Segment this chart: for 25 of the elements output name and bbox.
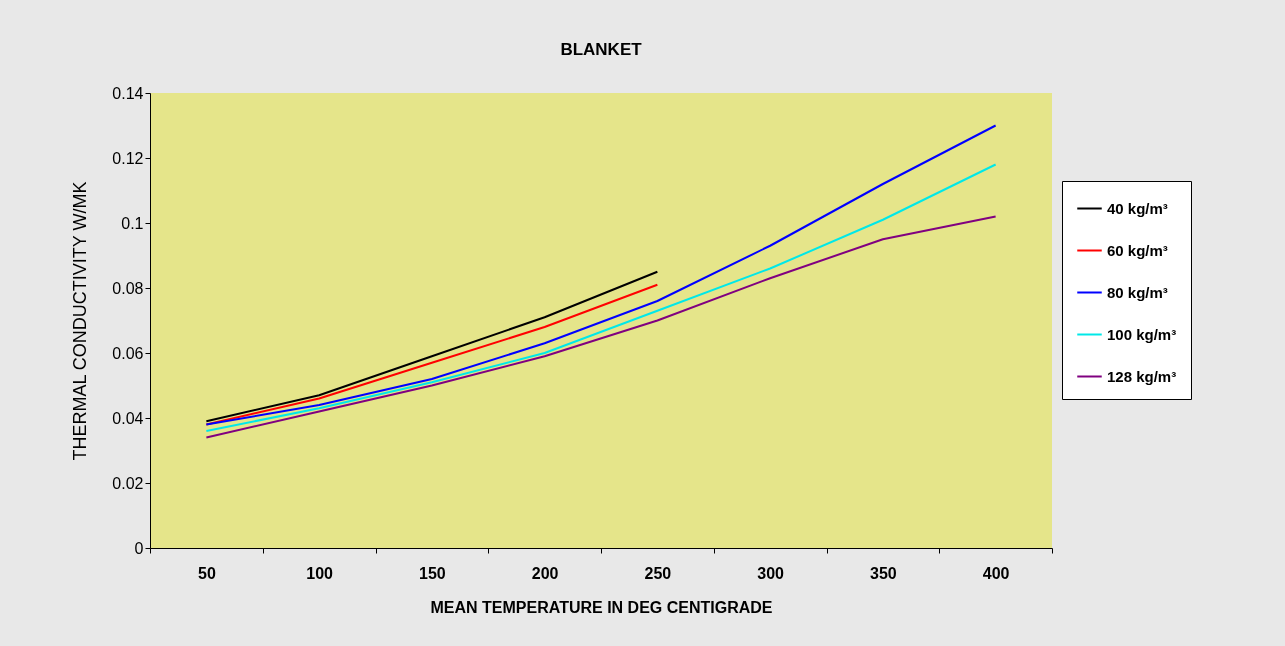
y-tick-label: 0.12 — [112, 149, 144, 167]
chart-title: BLANKET — [560, 40, 643, 59]
legend-label: 40 kg/m³ — [1107, 199, 1168, 217]
x-tick-label: 100 — [306, 564, 334, 582]
y-tick-label: 0.06 — [112, 344, 144, 362]
legend-label: 128 kg/m³ — [1107, 367, 1177, 385]
x-tick-label: 400 — [982, 564, 1010, 582]
x-tick-label: 50 — [197, 564, 216, 582]
x-tick-label: 250 — [644, 564, 672, 582]
legend-label: 100 kg/m³ — [1107, 325, 1177, 343]
legend-label: 80 kg/m³ — [1107, 283, 1168, 301]
y-tick-label: 0.04 — [112, 409, 144, 427]
x-tick-label: 150 — [419, 564, 446, 582]
y-tick-label: 0.08 — [112, 279, 144, 297]
x-axis-title: MEAN TEMPERATURE IN DEG CENTIGRADE — [430, 598, 773, 616]
y-tick-label: 0 — [134, 539, 144, 557]
y-tick-label: 0.1 — [121, 214, 144, 232]
y-tick-label: 0.14 — [112, 84, 144, 102]
y-axis-title: THERMAL CONDUCTIVITY W/MK — [70, 181, 91, 461]
x-tick-label: 350 — [870, 564, 897, 582]
x-tick-label: 200 — [531, 564, 559, 582]
y-tick-label: 0.02 — [112, 474, 144, 492]
legend-label: 60 kg/m³ — [1107, 241, 1168, 259]
line-series — [205, 215, 997, 439]
x-tick-label: 300 — [757, 564, 785, 582]
